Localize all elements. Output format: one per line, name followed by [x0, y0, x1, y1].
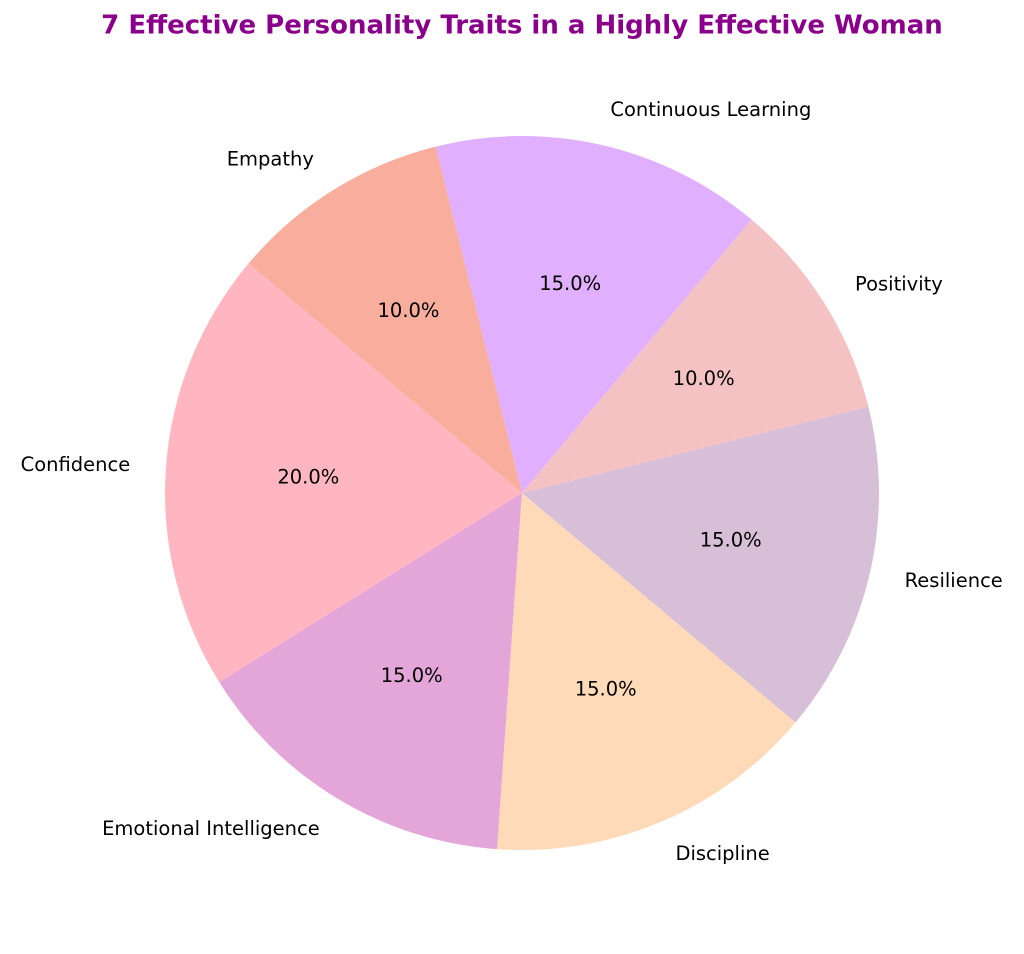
value-label: 15.0%	[381, 664, 443, 687]
pie-slice	[497, 493, 796, 850]
pie-slice	[219, 493, 522, 850]
slice-label: Confidence	[21, 453, 131, 476]
value-label: 10.0%	[378, 299, 440, 322]
pie-slice	[522, 406, 880, 723]
value-label: 15.0%	[539, 272, 601, 295]
chart-title: 7 Effective Personality Traits in a High…	[101, 11, 943, 41]
slice-label: Emotional Intelligence	[102, 817, 320, 840]
value-label: 15.0%	[700, 529, 762, 552]
pie-slice	[165, 263, 522, 683]
slice-label: Continuous Learning	[610, 98, 811, 121]
pie-slice	[248, 146, 522, 493]
slice-label: Positivity	[855, 272, 943, 295]
pie-slice	[435, 136, 752, 493]
slice-label: Empathy	[227, 147, 314, 170]
slice-label: Resilience	[905, 569, 1003, 592]
slice-label: Discipline	[675, 842, 769, 865]
value-label: 10.0%	[673, 367, 735, 390]
value-label: 15.0%	[575, 678, 637, 701]
pie-slice	[522, 219, 869, 493]
value-label: 20.0%	[277, 466, 339, 489]
